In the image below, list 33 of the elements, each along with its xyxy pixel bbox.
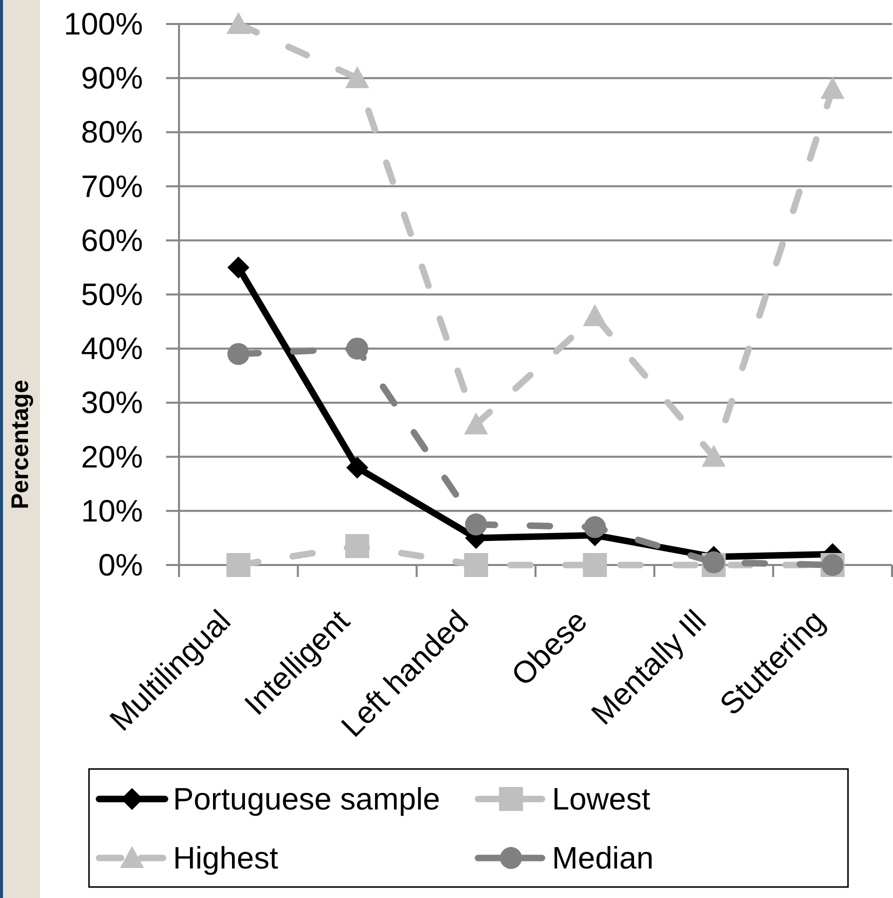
point bbox=[226, 12, 250, 34]
y-axis-title: Percentage bbox=[7, 380, 34, 510]
point bbox=[464, 553, 488, 577]
y-tick-label: 40% bbox=[80, 331, 143, 366]
point bbox=[227, 256, 250, 278]
point bbox=[345, 534, 370, 558]
point bbox=[582, 304, 607, 326]
point bbox=[346, 456, 368, 479]
point bbox=[582, 553, 607, 577]
point bbox=[345, 66, 370, 88]
y-tick-label: 10% bbox=[80, 493, 143, 528]
point bbox=[346, 338, 368, 360]
point bbox=[464, 412, 488, 434]
y-tick-label: 30% bbox=[80, 385, 143, 420]
legend-label: Highest bbox=[173, 840, 278, 876]
point bbox=[702, 551, 725, 574]
legend-label: Portuguese sample bbox=[173, 782, 440, 816]
point bbox=[226, 553, 250, 577]
y-tick-label: 100% bbox=[64, 6, 143, 42]
point bbox=[227, 343, 250, 366]
legend-label: Median bbox=[552, 840, 654, 876]
y-tick-label: 80% bbox=[80, 114, 143, 150]
y-tick-label: 60% bbox=[80, 222, 143, 258]
y-tick-label: 50% bbox=[80, 277, 143, 312]
y-tick-label: 90% bbox=[80, 60, 143, 96]
y-tick-label: 0% bbox=[98, 548, 143, 582]
y-tick-label: 20% bbox=[80, 439, 143, 474]
point bbox=[465, 513, 488, 536]
point bbox=[702, 444, 726, 467]
point bbox=[584, 516, 606, 538]
y-tick-label: 70% bbox=[80, 168, 143, 204]
legend-label: Lowest bbox=[552, 782, 651, 816]
point bbox=[820, 76, 845, 99]
